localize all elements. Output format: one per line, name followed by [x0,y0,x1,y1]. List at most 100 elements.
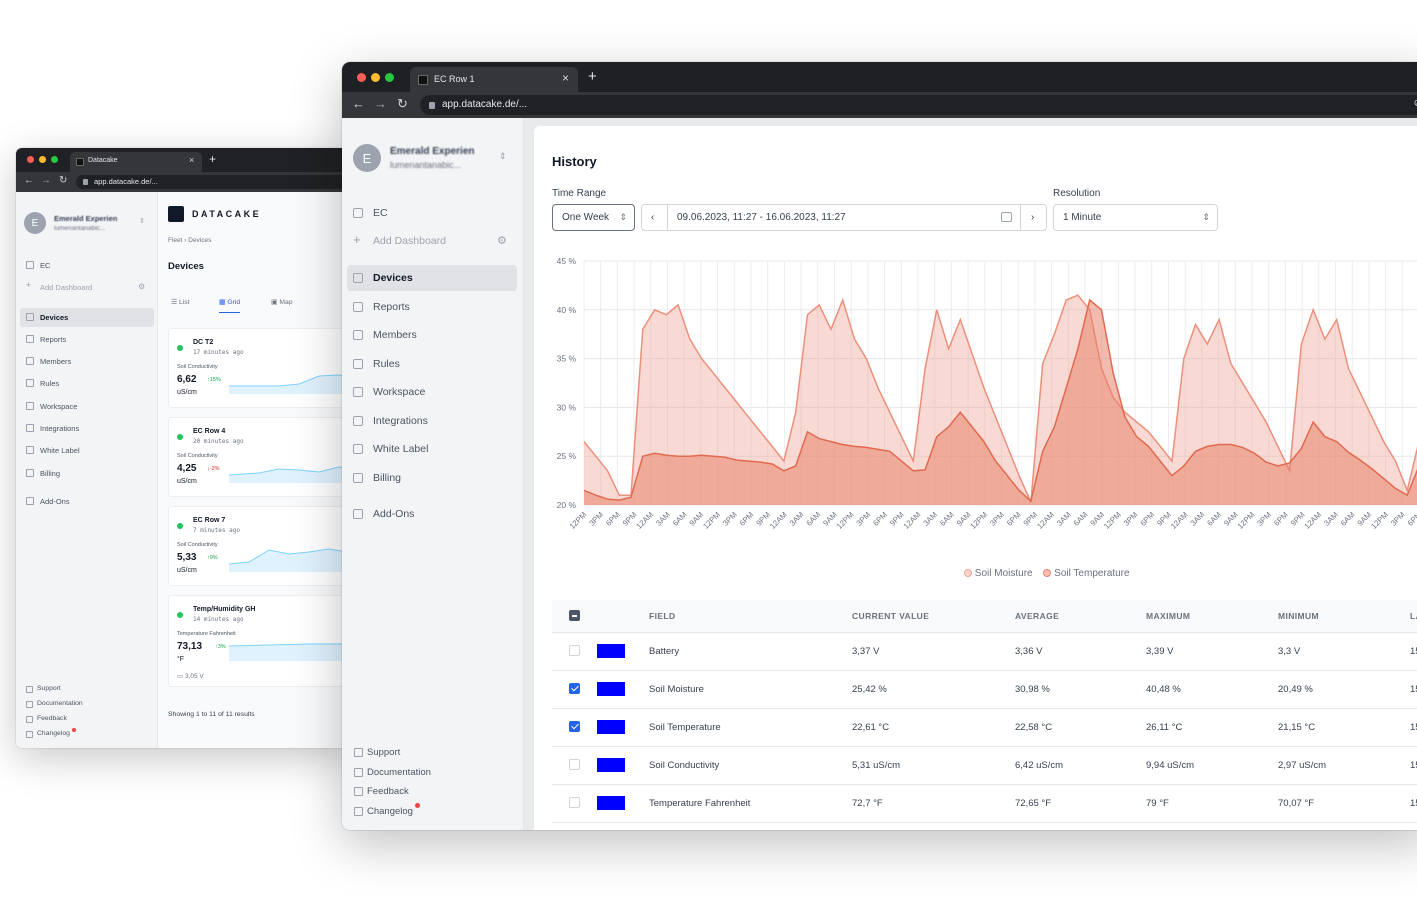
table-row[interactable]: Temperature Fahrenheit 72,7 °F 72,65 °F 79 … [552,784,1417,823]
tracking-hidden-icon[interactable]: ⊘ [1414,98,1417,109]
column-header-maximum[interactable]: MAXIMUM [1146,600,1278,633]
field-label: Temperature Fahrenheit [177,631,236,637]
users-icon [353,330,363,340]
workspace-switcher[interactable]: E Emerald Experien lumenantanabic... ⇕ [353,144,513,174]
plus-icon: + [26,280,32,290]
documentation-link[interactable]: Documentation [26,700,83,708]
address-field[interactable]: app.datacake.de/... [76,175,356,189]
x-tick-label: 6PM [1005,510,1023,528]
device-card[interactable]: DC T2 17 minutes ago Soil Conductivity 6… [168,328,356,408]
back-arrow-icon[interactable]: ← [24,175,34,186]
sidebar-item-billing[interactable]: Billing [347,465,517,491]
time-range-select[interactable]: One Week ⇕ [552,204,635,231]
sidebar-item-add-ons[interactable]: Add-Ons [347,501,517,527]
resolution-select[interactable]: 1 Minute ⇕ [1053,204,1218,231]
field-value: 5,33 [177,552,197,563]
table-row[interactable]: Soil Temperature 22,61 °C 22,58 °C 26,11 °C… [552,708,1417,747]
sidebar-item-white-label[interactable]: White Label [20,441,154,460]
reload-icon[interactable]: ↻ [59,175,68,186]
gear-icon[interactable]: ⚙ [138,282,146,291]
column-header-field[interactable]: FIELD [649,600,852,633]
previous-range-button[interactable]: ‹ [641,204,668,231]
documentation-link[interactable]: Documentation [354,767,431,778]
workspace-switcher[interactable]: E Emerald Experien lumenantanabic... ⇕ [24,212,150,236]
breadcrumb-fleet[interactable]: Fleet [168,237,183,244]
sidebar-item-rules[interactable]: Rules [20,374,154,393]
address-field[interactable]: app.datacake.de/... ⊘ [420,95,1417,115]
legend-item-soil-moisture[interactable]: Soil Moisture [964,568,1033,579]
column-header-current-value[interactable]: CURRENT VALUE [852,600,1015,633]
gear-icon[interactable]: ⚙ [497,235,507,247]
sidebar-item-white-label[interactable]: White Label [347,436,517,462]
device-name: DC T2 [193,339,214,346]
changelog-link[interactable]: Changelog [354,803,420,817]
row-checkbox[interactable] [569,645,580,657]
sidebar-item-devices[interactable]: Devices [347,265,517,291]
new-tab-icon[interactable]: + [209,152,217,166]
close-tab-icon[interactable]: × [562,71,570,85]
row-checkbox[interactable] [569,797,580,809]
forward-arrow-icon[interactable]: → [41,175,51,186]
sidebar-item-ec[interactable]: EC [20,256,154,275]
next-range-button[interactable]: › [1020,204,1047,231]
row-checkbox[interactable] [569,683,580,695]
legend-item-soil-temperature[interactable]: Soil Temperature [1043,568,1130,579]
select-all-checkbox[interactable] [569,610,580,622]
sidebar-item-integrations[interactable]: Integrations [20,419,154,438]
sidebar-item-billing[interactable]: Billing [20,464,154,483]
support-link[interactable]: Support [354,747,400,758]
rules-icon [26,379,34,387]
reload-icon[interactable]: ↻ [397,96,408,111]
x-tick-label: 3PM [1389,510,1407,528]
sidebar-item-workspace[interactable]: Workspace [20,397,154,416]
row-select-cell [552,784,597,823]
table-row[interactable]: Soil Conductivity 5,31 uS/cm 6,42 uS/cm 9,9… [552,746,1417,785]
minimize-window-dot[interactable] [371,73,380,82]
row-checkbox[interactable] [569,759,580,771]
minimize-window-dot[interactable] [39,156,46,163]
changelog-link[interactable]: Changelog [26,728,76,738]
sparkline-cell [597,708,649,747]
calendar-icon[interactable] [1001,212,1012,222]
device-card[interactable]: Temp/Humidity GH 14 minutes ago Temperat… [168,595,356,687]
sidebar-item-members[interactable]: Members [347,322,517,348]
column-header-minimum[interactable]: MINIMUM [1278,600,1410,633]
column-header-last[interactable]: LA [1410,600,1417,633]
sidebar-item-members[interactable]: Members [20,352,154,371]
device-card[interactable]: EC Row 7 7 minutes ago Soil Conductivity… [168,506,356,586]
maximize-window-dot[interactable] [385,73,394,82]
tab-grid[interactable]: ▦ Grid [219,298,241,313]
close-window-dot[interactable] [357,73,366,82]
back-browser-tab[interactable]: Datacake × [70,152,202,172]
sidebar-item-integrations[interactable]: Integrations [347,408,517,434]
sidebar-item-reports[interactable]: Reports [20,330,154,349]
sidebar-item-devices[interactable]: Devices [20,308,154,327]
sparkline [229,643,356,661]
sidebar-item-rules[interactable]: Rules [347,351,517,377]
forward-arrow-icon[interactable]: → [374,96,387,111]
tab-list[interactable]: ☰ List [171,299,190,306]
row-checkbox[interactable] [569,721,580,733]
sidebar-item-add-ons[interactable]: Add-Ons [20,492,154,511]
feedback-link[interactable]: Feedback [26,715,67,723]
date-range-field[interactable]: 09.06.2023, 11:27 - 16.06.2023, 11:27 [667,204,1021,231]
sidebar-item-add-dashboard[interactable]: + Add Dashboard ⚙ [353,232,507,247]
sidebar-item-workspace[interactable]: Workspace [347,379,517,405]
column-header-average[interactable]: AVERAGE [1015,600,1146,633]
breadcrumb-devices[interactable]: Devices [188,237,212,244]
table-row[interactable]: Soil Moisture 25,42 % 30,98 % 40,48 % 20,49 … [552,670,1417,709]
maximize-window-dot[interactable] [51,156,58,163]
close-tab-icon[interactable]: × [189,155,195,165]
front-browser-tab[interactable]: EC Row 1 × [410,67,578,92]
new-tab-icon[interactable]: + [588,68,597,85]
close-window-dot[interactable] [27,156,34,163]
feedback-link[interactable]: Feedback [354,786,409,797]
sidebar-item-ec[interactable]: EC [347,200,517,226]
sidebar-item-add-dashboard[interactable]: + Add Dashboard ⚙ [26,280,146,292]
back-arrow-icon[interactable]: ← [352,96,365,111]
tab-map[interactable]: ▣ Map [271,299,293,306]
device-card[interactable]: EC Row 4 20 minutes ago Soil Conductivit… [168,417,356,497]
support-link[interactable]: Support [26,685,61,693]
sidebar-item-reports[interactable]: Reports [347,294,517,320]
